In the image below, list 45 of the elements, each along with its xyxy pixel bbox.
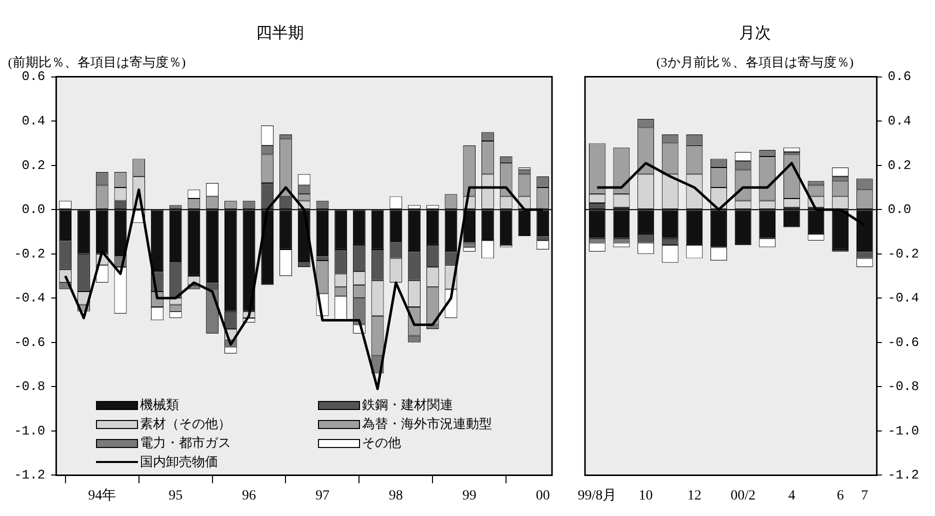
chart-title: 月次 [739,24,771,42]
y-tick-label: -0.4 [14,290,46,306]
y-tick-label: 0.2 [22,158,46,173]
legend-label: 鉄鋼・建材関連 [362,396,454,414]
x-tick-label: 98 [388,488,403,504]
chart-subtitle: (前期比％、各項目は寄与度％) [8,54,186,70]
legend-label: その他 [362,434,402,452]
y-tick-label: 0.4 [22,114,46,129]
y-tick-label: -0.6 [888,334,920,350]
y-tick-label: -0.2 [888,246,920,262]
y-tick-label: 0.6 [888,69,912,84]
y-tick-label: -1.0 [14,423,46,438]
y-tick-label: -0.8 [14,379,46,394]
x-tick-label: 99 [462,488,476,504]
y-tick-label: 0.6 [22,69,46,84]
y-tick-label: -0.4 [888,290,920,306]
y-tick-label: 0.0 [22,202,46,218]
y-tick-label: 0.2 [888,158,912,173]
legend-label: 機械類 [140,396,180,414]
x-tick-label: 10 [638,488,653,504]
x-tick-label: 6 [836,488,844,504]
x-tick-label: 95 [168,488,183,504]
chart-subtitle: (3か月前比％、各項目は寄与度％) [656,54,854,70]
x-tick-label: 4 [788,488,796,504]
x-tick-label: 7 [861,488,868,504]
x-tick-label: 94年 [88,487,116,504]
x-tick-label: 00/2 [730,488,756,504]
y-tick-label: -0.2 [14,246,46,262]
x-tick-label: 99/8月 [578,488,617,504]
y-tick-label: -1.2 [14,468,46,483]
y-tick-label: -0.8 [888,379,920,394]
chart-title: 四半期 [256,24,304,42]
y-tick-label: -0.6 [14,334,46,350]
x-tick-label: 00 [536,488,550,504]
legend-label: 為替・海外市況連動型 [362,415,492,434]
legend-label: 国内卸売物価 [140,453,218,472]
legend-label: 素材（その他） [140,415,232,434]
x-tick-label: 97 [315,488,330,504]
y-tick-label: 0.0 [888,202,912,218]
y-tick-label: -1.0 [888,423,920,438]
x-tick-label: 12 [687,488,702,504]
x-tick-label: 96 [242,488,256,504]
legend-label: 電力・都市ガス [140,434,232,452]
y-tick-label: -1.2 [888,468,920,483]
y-tick-label: 0.4 [888,114,912,129]
